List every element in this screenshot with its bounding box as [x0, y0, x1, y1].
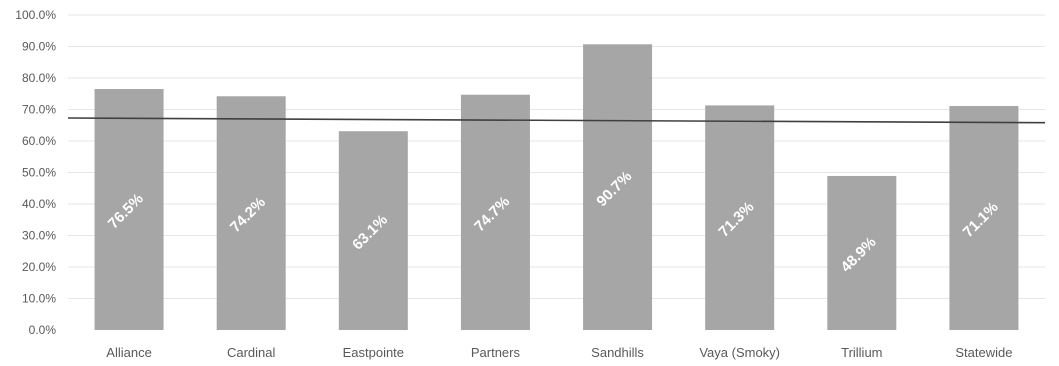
x-axis-category-labels: Alliance Cardinal Eastpointe Partners Sandhi… — [106, 345, 1012, 360]
y-tick-label: 10.0% — [22, 292, 56, 306]
x-category-label: Eastpointe — [343, 345, 404, 360]
x-category-label: Alliance — [106, 345, 152, 360]
y-tick-label: 30.0% — [22, 229, 56, 243]
y-tick-label: 90.0% — [22, 40, 56, 54]
bar-vaya-smoky — [705, 105, 775, 330]
y-axis-tick-labels: 0.0% 10.0% 20.0% 30.0% 40.0% 50.0% 60.0% 70.0% 8… — [15, 8, 56, 337]
y-tick-label: 100.0% — [15, 8, 56, 22]
bar-trillium — [827, 175, 897, 330]
x-category-label: Statewide — [955, 345, 1012, 360]
y-tick-label: 0.0% — [29, 323, 57, 337]
bar-partners — [460, 94, 530, 330]
bars — [94, 44, 1019, 331]
x-category-label: Vaya (Smoky) — [699, 345, 780, 360]
y-tick-label: 40.0% — [22, 197, 56, 211]
bar-statewide — [949, 106, 1019, 330]
y-tick-label: 70.0% — [22, 103, 56, 117]
y-tick-label: 50.0% — [22, 166, 56, 180]
bar-eastpointe — [338, 131, 408, 330]
reference-line — [67, 117, 1046, 124]
x-category-label: Cardinal — [227, 345, 276, 360]
bar-alliance — [94, 89, 164, 331]
x-category-label: Sandhills — [591, 345, 644, 360]
y-tick-label: 20.0% — [22, 260, 56, 274]
reference-line-group — [67, 117, 1046, 124]
bar-cardinal — [216, 96, 286, 331]
bar-sandhills — [583, 44, 653, 331]
gridlines — [68, 14, 1045, 299]
y-tick-label: 80.0% — [22, 71, 56, 85]
x-category-label: Partners — [471, 345, 521, 360]
y-tick-label: 60.0% — [22, 134, 56, 148]
x-category-label: Trillium — [841, 345, 882, 360]
